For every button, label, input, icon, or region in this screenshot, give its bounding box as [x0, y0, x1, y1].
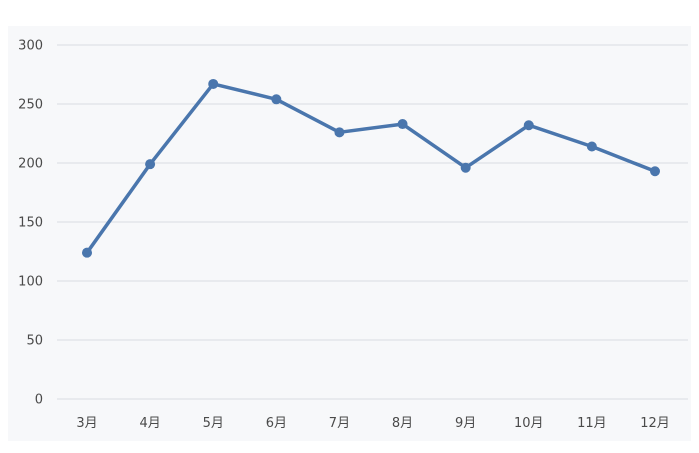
- x-tick-label: 8月: [392, 416, 413, 431]
- data-point-10月: [523, 120, 534, 131]
- x-axis-tick-labels: 3月 4月 5月 6月 7月 8月 9月 10月 11月 12月: [76, 416, 669, 431]
- y-tick-label: 250: [18, 98, 43, 113]
- x-tick-label: 11月: [577, 416, 607, 431]
- series-group: [82, 78, 660, 258]
- x-tick-label: 5月: [203, 416, 224, 431]
- data-point-11月: [586, 141, 597, 152]
- plot-background: [8, 26, 691, 441]
- data-point-3月: [82, 247, 92, 258]
- x-tick-label: 3月: [76, 416, 97, 431]
- y-tick-label: 100: [18, 275, 43, 290]
- y-tick-label: 300: [18, 39, 43, 54]
- gridlines: [57, 44, 688, 400]
- x-tick-label: 6月: [266, 416, 287, 431]
- x-tick-label: 9月: [455, 416, 476, 431]
- y-axis-tick-labels: 0 50 100 150 200 250 300: [18, 39, 43, 408]
- data-point-12月: [650, 166, 660, 177]
- data-point-5月: [208, 78, 219, 89]
- series-line: [85, 82, 657, 255]
- data-point-6月: [271, 94, 282, 105]
- data-point-8月: [397, 119, 408, 130]
- data-point-9月: [460, 162, 471, 173]
- y-tick-label: 200: [18, 157, 43, 172]
- y-tick-label: 150: [18, 216, 43, 231]
- x-tick-label: 12月: [640, 416, 670, 431]
- data-point-7月: [334, 127, 345, 138]
- x-tick-label: 4月: [139, 416, 160, 431]
- data-point-4月: [145, 159, 156, 170]
- x-tick-label: 10月: [514, 416, 544, 431]
- y-tick-label: 50: [26, 334, 43, 349]
- x-tick-label: 7月: [329, 416, 350, 431]
- y-tick-label: 0: [35, 393, 43, 408]
